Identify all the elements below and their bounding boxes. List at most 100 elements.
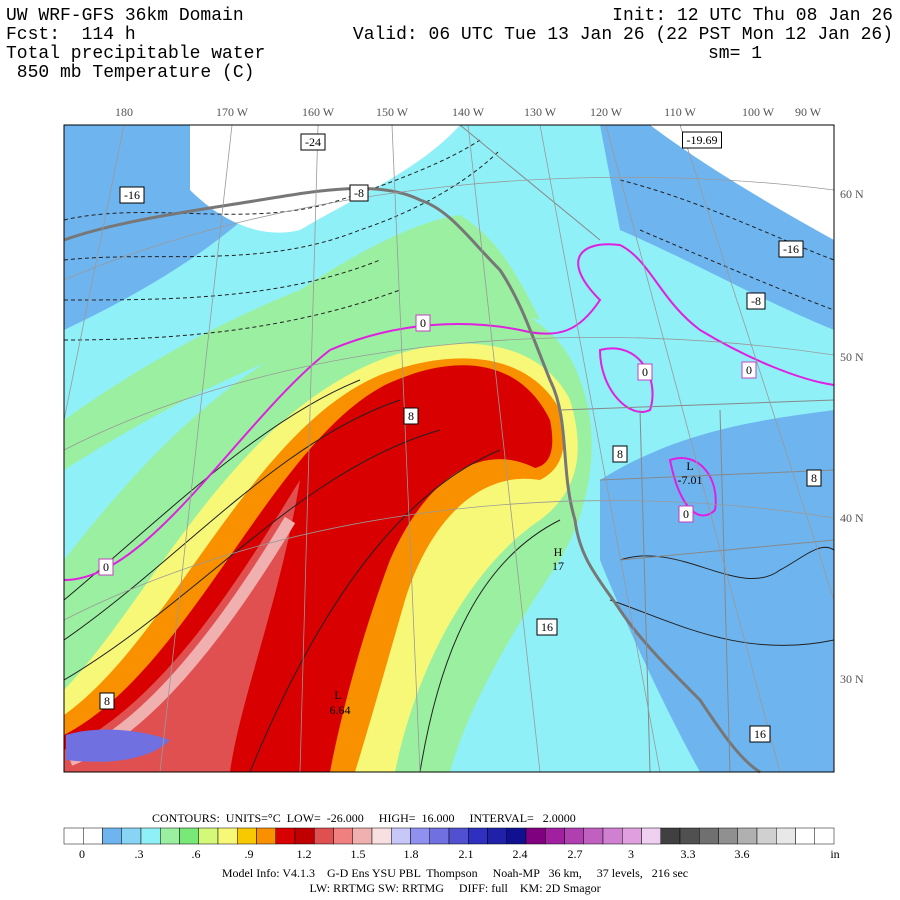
contour-label-box (612, 445, 628, 463)
colorbar-swatch (179, 827, 199, 845)
colorbar-label: .3 (135, 847, 144, 861)
latitude-label: 30 N (840, 672, 864, 686)
tpw-field (66, 729, 170, 762)
latitude-label: 60 N (840, 187, 864, 201)
tpw-field (64, 480, 300, 772)
colorbar-label: 1.5 (351, 847, 366, 861)
colorbar-swatch (814, 827, 835, 845)
contour-labels: -24 -19.69-16 -8-16-800 0008888L-7.01H1716L… (98, 131, 822, 743)
colorbar-label: 2.1 (459, 847, 474, 861)
contour-label-box (682, 131, 722, 149)
contour-label: 0 (746, 363, 752, 377)
boundary (559, 399, 835, 411)
contour-line (619, 179, 835, 261)
colorbar-swatch (371, 827, 392, 845)
meridian (299, 124, 319, 773)
contour-line (668, 457, 717, 517)
contour-label-box (749, 725, 771, 743)
header-left-line: Total precipitable water (6, 44, 265, 64)
contour-label: -19.69 (687, 133, 718, 147)
colorbar-label: 2.7 (568, 847, 583, 861)
contour-label: L (686, 459, 693, 473)
header-right-line: Init: 12 UTC Thu 08 Jan 26 (612, 6, 893, 26)
meridian (159, 124, 233, 773)
colorbar-swatch (776, 827, 796, 845)
longitude-label: 140 W (452, 105, 485, 119)
tpw-field (64, 215, 540, 470)
colorbar-swatch (121, 827, 142, 845)
colorbar-label: .6 (192, 847, 201, 861)
colorbar-label: 3.6 (735, 847, 750, 861)
longitude-label: 130 W (524, 105, 557, 119)
contour-label-box (746, 292, 766, 310)
colorbar-swatch (545, 827, 565, 845)
contour-label-box (741, 361, 757, 379)
contour-label: 8 (408, 409, 414, 423)
colorbar-label: 1.8 (404, 847, 419, 861)
parallel (63, 500, 835, 621)
colorbar-swatch (737, 827, 758, 845)
contour-label-box (119, 186, 145, 204)
parallel (63, 176, 835, 281)
contour-label: -16 (124, 188, 140, 202)
header-left-line: 850 mb Temperature (C) (6, 63, 254, 83)
longitude-label: 90 W (795, 105, 822, 119)
colorbar-swatch (256, 827, 276, 845)
colorbar-swatch (294, 827, 315, 845)
contour-label: 16 (754, 727, 766, 741)
contour-label: 0 (103, 560, 109, 574)
coastlines (63, 187, 761, 774)
colorbar-swatch (564, 827, 584, 845)
latitude-label: 50 N (840, 350, 864, 364)
longitude-label: 180 (115, 105, 133, 119)
footer-line: LW: RRTMG SW: RRTMG DIFF: full KM: 2D Sm… (309, 881, 600, 895)
colorbar-swatch (102, 827, 122, 845)
colorbar-swatch (237, 827, 257, 845)
map-frame (63, 124, 835, 773)
contour-label: 8 (811, 471, 817, 485)
contour-line (63, 429, 441, 681)
contour-line (598, 347, 654, 413)
header-left-line: UW WRF-GFS 36km Domain (6, 6, 244, 26)
colorbar-swatch (699, 827, 719, 845)
contour-label: 0 (642, 365, 648, 379)
colorbar-swatch (275, 827, 296, 845)
meridian (605, 124, 781, 773)
colorbar-swatch (660, 827, 681, 845)
colorbar-swatch (352, 827, 373, 845)
longitude-label: 110 W (664, 105, 696, 119)
colorbar-swatch (160, 827, 180, 845)
contour-label: -16 (783, 242, 799, 256)
colorbar-swatch (448, 827, 469, 845)
colorbar-label: 3.3 (681, 847, 696, 861)
contour-label: -8 (751, 294, 761, 308)
colorbar-swatch (506, 827, 527, 845)
colorbar-swatch (468, 827, 488, 845)
contour-label: 8 (617, 447, 623, 461)
colorbar-swatch (140, 827, 161, 845)
political-boundaries (459, 124, 835, 773)
boundary (599, 469, 835, 481)
contour-label: -7.01 (678, 473, 703, 487)
tpw-field (190, 125, 460, 233)
colorbar-label: 2.4 (513, 847, 528, 861)
longitude-label: 100 W (742, 105, 775, 119)
tpw-field (600, 410, 834, 772)
colorbar-label: 3 (628, 847, 634, 861)
colorbar-swatch (795, 827, 815, 845)
colorbar (63, 827, 835, 845)
boundary (719, 409, 731, 773)
colorbar-label: .9 (245, 847, 254, 861)
meridian (467, 124, 541, 773)
contour-label-box (98, 558, 114, 576)
zero-contour (63, 243, 835, 581)
contours-info: CONTOURS: UNITS=°C LOW= -26.000 HIGH= 16… (152, 811, 576, 825)
contour-label-box (806, 469, 822, 487)
colorbar-swatch (583, 827, 604, 845)
footer-line: Model Info: V4.1.3 G-D Ens YSU PBL Thomp… (222, 866, 688, 880)
meridian (63, 124, 125, 421)
contour-label: H (554, 545, 563, 559)
contour-label: 0 (683, 507, 689, 521)
colorbar-swatch (391, 827, 411, 845)
colorbar-swatch (410, 827, 430, 845)
